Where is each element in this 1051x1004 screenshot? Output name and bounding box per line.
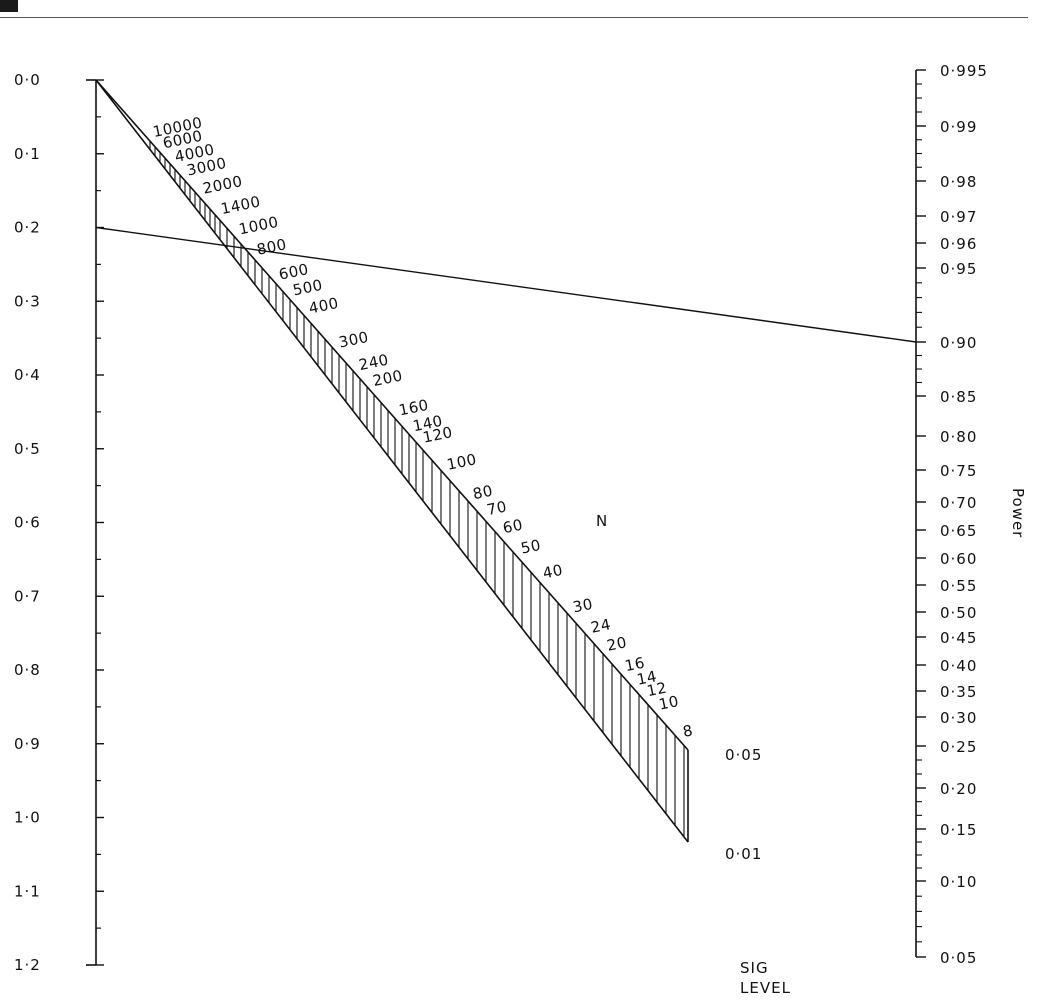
power-axis-tick-label: 0·25 [940, 738, 977, 756]
n-scale-label: 80 [471, 482, 494, 504]
power-axis-tick-label: 0·45 [940, 629, 977, 647]
power-axis-title: Power [1009, 488, 1027, 538]
power-axis: 0·995 0·99 0·98 0·97 0·96 0·95 0·90 0·85 0·80 0·7… [915, 62, 988, 967]
power-axis-tick-label: 0·85 [940, 388, 977, 406]
power-axis-tick-label: 0·99 [940, 118, 977, 136]
sig-level-005-label: 0·05 [725, 746, 762, 764]
example-line [95, 226, 917, 343]
power-axis-tick-label: 0·35 [940, 683, 977, 701]
n-scale-label: 160 [397, 396, 430, 420]
header-bar-fragment [0, 0, 18, 12]
n-scale-label: 200 [371, 366, 404, 390]
n-scale-label: 800 [255, 235, 288, 259]
n-scale-label: 30 [571, 595, 594, 617]
n-scale-label: 60 [501, 516, 524, 538]
n-scale-label: 1400 [219, 192, 262, 218]
power-axis-tick-label: 0·30 [940, 709, 977, 727]
n-scale-label: 100 [445, 450, 478, 474]
n-scale-label: 240 [357, 351, 390, 375]
left-axis-tick-label: 0·5 [14, 440, 41, 458]
n-scale-label: 140 [411, 412, 444, 436]
n-scale-title: N [596, 512, 608, 530]
n-scale-label: 20 [605, 633, 628, 655]
power-axis-tick-label: 0·05 [940, 949, 977, 967]
left-axis-tick-label: 0·8 [14, 661, 41, 679]
power-axis-tick-label: 0·60 [940, 550, 977, 568]
power-axis-tick-label: 0·75 [940, 462, 977, 480]
power-axis-tick-label: 0·95 [940, 260, 977, 278]
n-scale-label: 600 [277, 260, 310, 284]
n-scale: 1000060004000300020001400100080060050040… [95, 79, 695, 843]
n-scale-label: 10 [657, 692, 680, 714]
n-scale-label: 16 [623, 654, 646, 676]
n-scale-label: 400 [307, 294, 340, 318]
n-scale-label: 300 [337, 328, 370, 352]
n-scale-label: 2000 [201, 172, 244, 198]
sig-level-001-label: 0·01 [725, 845, 762, 863]
header-rule [0, 17, 1028, 18]
n-scale-label: 8 [681, 721, 694, 741]
n-scale-label: 40 [541, 561, 564, 583]
left-axis-tick-label: 0·1 [14, 145, 41, 163]
left-axis-tick-label: 0·9 [14, 735, 41, 753]
sig-level-title-line2: LEVEL [740, 979, 791, 997]
power-axis-tick-label: 0·96 [940, 235, 977, 253]
n-scale-label: 120 [421, 423, 454, 447]
n-scale-label: 12 [645, 678, 668, 700]
n-scale-label: 70 [485, 497, 508, 519]
n-scale-label: 1000 [237, 213, 280, 239]
power-axis-tick-label: 0·65 [940, 522, 977, 540]
left-axis-tick-label: 0·4 [14, 366, 41, 384]
n-scale-label: 50 [519, 536, 542, 558]
left-axis-tick-label: 0·3 [14, 292, 41, 310]
left-axis-tick-label: 0·6 [14, 514, 41, 532]
left-axis-tick-label: 0·2 [14, 219, 41, 237]
power-axis-tick-label: 0·40 [940, 657, 977, 675]
sig-005-line [95, 79, 689, 751]
n-scale-label: 24 [589, 615, 612, 637]
power-axis-tick-label: 0·10 [940, 873, 977, 891]
n-scale-label: 14 [635, 667, 658, 689]
left-axis-tick-label: 0·7 [14, 587, 41, 605]
example-line-group [95, 226, 917, 343]
power-axis-tick-label: 0·15 [940, 821, 977, 839]
power-axis-tick-label: 0·55 [940, 577, 977, 595]
power-axis-tick-label: 0·50 [940, 604, 977, 622]
power-axis-tick-label: 0·995 [940, 62, 988, 80]
left-axis-tick-label: 0·0 [14, 71, 41, 89]
power-axis-tick-label: 0·70 [940, 494, 977, 512]
power-axis-tick-label: 0·90 [940, 334, 977, 352]
left-axis-tick-label: 1·0 [14, 809, 41, 827]
power-axis-tick-label: 0·98 [940, 173, 977, 191]
n-scale-label: 500 [291, 276, 324, 300]
left-axis: 0·0 0·1 0·2 0·3 0·4 0·5 0·6 0·7 0·8 0·9 1·0 1·1 1·2 [14, 71, 104, 974]
power-axis-tick-label: 0·97 [940, 208, 977, 226]
power-axis-tick-label: 0·20 [940, 780, 977, 798]
sig-level-title-line1: SIG [740, 959, 769, 977]
left-axis-tick-label: 1·2 [14, 956, 41, 974]
left-axis-tick-label: 1·1 [14, 882, 41, 900]
power-axis-tick-label: 0·80 [940, 428, 977, 446]
